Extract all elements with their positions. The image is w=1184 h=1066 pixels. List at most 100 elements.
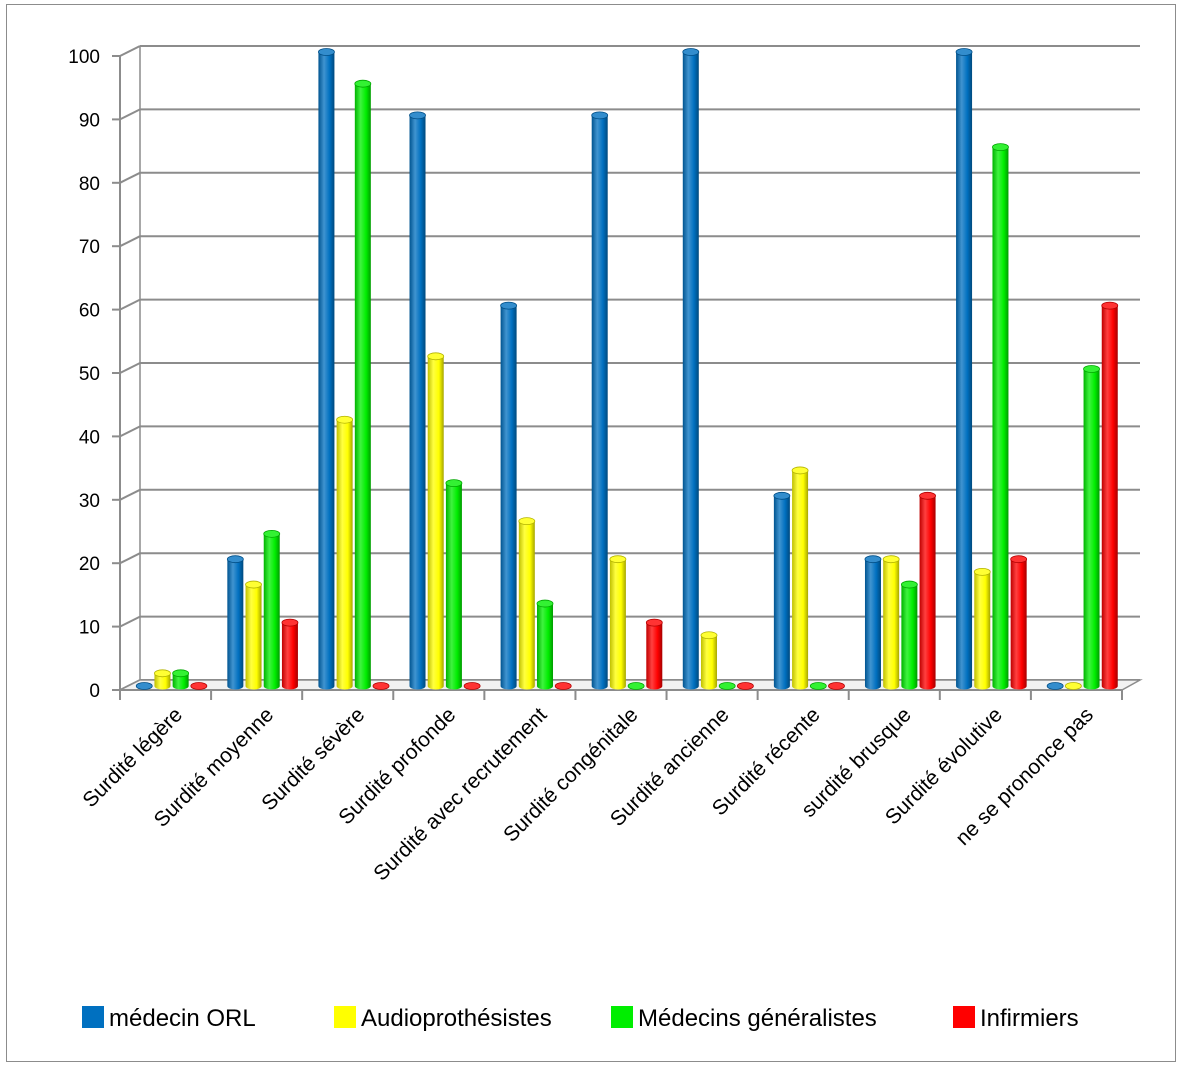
- bar-top: [536, 599, 554, 608]
- y-tick-label: 80: [79, 174, 100, 195]
- gridline-wall: [119, 615, 141, 628]
- bar-top: [591, 111, 609, 120]
- bar-top: [226, 555, 244, 564]
- bar-body: [1101, 305, 1118, 690]
- bar: [791, 466, 809, 690]
- bar-top: [172, 669, 190, 678]
- bar-body: [773, 495, 790, 690]
- bar-body: [336, 419, 353, 690]
- bar: [1046, 682, 1064, 690]
- bar-body: [427, 356, 444, 690]
- y-tick-labels: 0 10 20 30 40 50 60 70 80 90 100: [68, 47, 100, 702]
- bar-top: [318, 48, 335, 56]
- bar-top: [828, 682, 845, 690]
- y-tick-label: 0: [89, 681, 100, 702]
- bar: [718, 682, 736, 690]
- bar-top: [773, 491, 791, 500]
- bar: [627, 682, 645, 690]
- bar-top: [791, 466, 809, 475]
- y-tick-label: 10: [79, 618, 100, 639]
- bar-top: [135, 682, 153, 690]
- bar-top: [281, 618, 299, 627]
- bar-top: [554, 682, 572, 690]
- bar-top: [445, 479, 463, 488]
- legend-item: médecin ORL: [82, 1005, 256, 1032]
- legend-item: Infirmiers: [953, 1005, 1079, 1032]
- bar-top: [973, 567, 991, 576]
- bar-body: [700, 635, 717, 690]
- bar: [318, 48, 335, 690]
- bar-body: [445, 483, 462, 690]
- bar-top: [609, 555, 627, 564]
- bar: [554, 682, 572, 690]
- bar: [992, 143, 1009, 690]
- bar-body: [409, 115, 426, 690]
- bar-top: [718, 682, 736, 690]
- bar-body: [919, 495, 936, 690]
- x-tick-label: Surdité avec recrutement: [369, 703, 551, 885]
- legend: médecin ORL Audioprothésistes Médecins gén…: [82, 1005, 1079, 1032]
- y-tick-label: 20: [79, 554, 100, 575]
- bar-top: [1010, 555, 1028, 564]
- bar-top: [627, 682, 645, 690]
- legend-swatch: [611, 1006, 633, 1028]
- bar-body: [901, 584, 918, 690]
- bar: [263, 529, 281, 690]
- gridline-wall: [119, 298, 141, 311]
- y-tick-label: 50: [79, 364, 100, 385]
- bar: [445, 479, 463, 690]
- gridline-wall: [119, 552, 141, 565]
- bar-body: [281, 622, 298, 690]
- bar-top: [1046, 682, 1064, 690]
- bar: [354, 79, 372, 690]
- legend-label: Infirmiers: [980, 1005, 1079, 1032]
- bar: [973, 567, 991, 690]
- bar: [226, 555, 244, 690]
- bar: [372, 682, 390, 690]
- bar-body: [500, 305, 517, 690]
- bar-top: [919, 491, 936, 500]
- bar: [245, 580, 262, 690]
- bar: [1010, 555, 1028, 690]
- legend-label: Audioprothésistes: [361, 1005, 552, 1032]
- bar-top: [190, 682, 208, 690]
- bar-top: [1101, 301, 1119, 310]
- bar-top: [700, 631, 718, 640]
- bar-top: [463, 682, 481, 690]
- bar: [336, 415, 354, 690]
- bar: [409, 111, 426, 690]
- bar-top: [645, 618, 663, 627]
- legend-item: Audioprothésistes: [334, 1005, 552, 1032]
- bar: [609, 555, 627, 690]
- bar-top: [409, 111, 426, 120]
- bar: [736, 682, 754, 690]
- bar: [700, 631, 718, 690]
- gridline-wall: [119, 45, 141, 57]
- bar-body: [883, 559, 900, 690]
- bar-top: [336, 415, 354, 424]
- bar: [463, 682, 481, 690]
- bar: [955, 48, 973, 690]
- bar-top: [809, 682, 827, 690]
- bar: [919, 491, 936, 690]
- bar: [828, 682, 845, 690]
- legend-label: médecin ORL: [109, 1005, 256, 1032]
- bar: [882, 555, 900, 690]
- bar-top: [427, 352, 445, 361]
- bar: [591, 111, 609, 690]
- bar-body: [1010, 559, 1027, 690]
- bar-body: [956, 52, 973, 690]
- bar: [500, 301, 518, 690]
- y-tick-label: 70: [79, 237, 100, 258]
- legend-swatch: [953, 1006, 975, 1028]
- bar-top: [882, 555, 900, 564]
- bar: [682, 48, 700, 690]
- bar-top: [372, 682, 390, 690]
- gridline-wall: [119, 171, 141, 184]
- bar-body: [646, 622, 663, 690]
- bar-body: [227, 559, 244, 690]
- bar-body: [172, 673, 189, 690]
- bar-top: [154, 669, 171, 678]
- bar: [135, 682, 153, 690]
